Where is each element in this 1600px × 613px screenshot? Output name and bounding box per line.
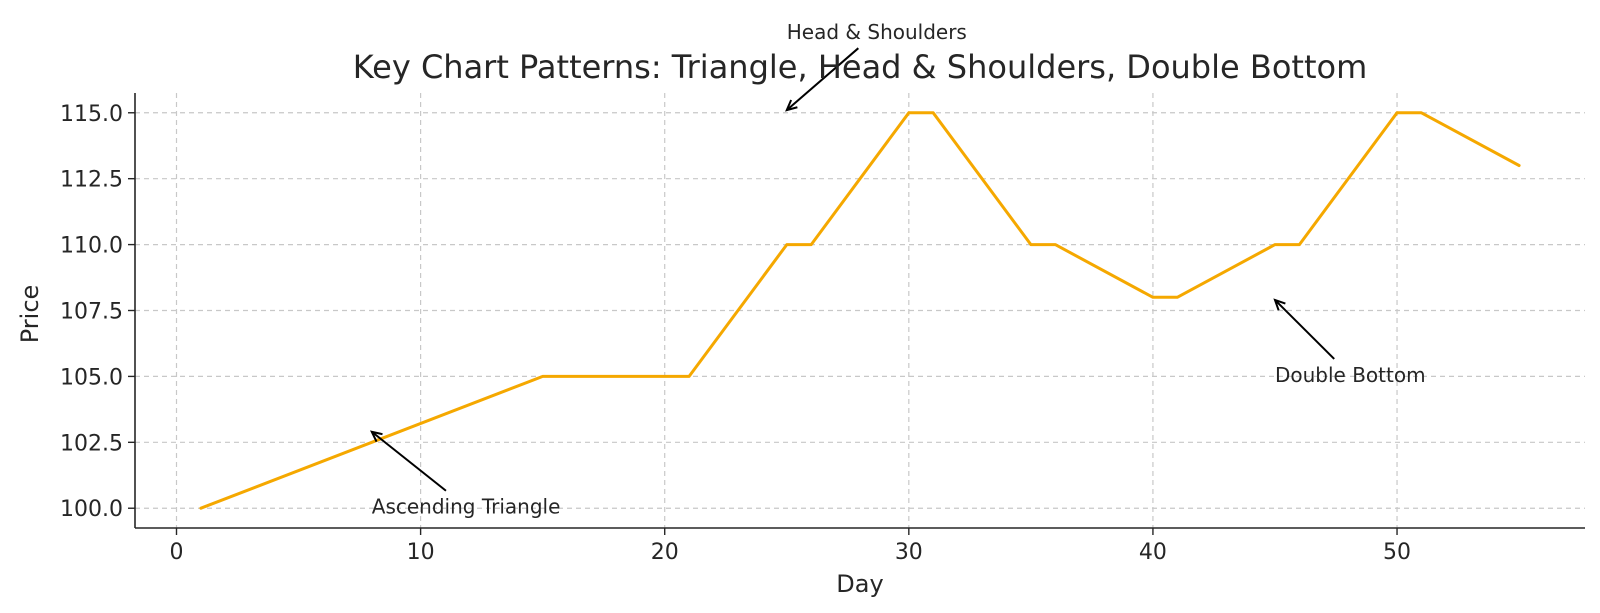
x-tick-label-2: 20 [651,540,679,565]
series-line-0 [199,111,1521,510]
annotation-arrowhead-1 [785,99,798,112]
y-tick-label-5: 112.5 [60,168,123,193]
y-tick-label-3: 107.5 [60,300,123,325]
annotations: Ascending Triangle Head & Shoulders Double… [369,20,1426,519]
y-tick-label-4: 110.0 [60,234,123,259]
y-tick-label-6: 115.0 [60,102,123,127]
chart-title: Key Chart Patterns: Triangle, Head & Sho… [353,48,1367,86]
series-layer [199,111,1521,510]
x-tick-label-0: 0 [169,540,183,565]
annotation-arrow-2 [1274,299,1335,360]
x-tick-label-1: 10 [407,540,435,565]
annotation-arrow-0 [371,430,447,492]
x-tick-label-3: 30 [895,540,923,565]
grid [135,93,1585,528]
annotation-arrowhead-2 [1273,298,1286,311]
annotation-arrow-1 [786,47,859,111]
y-tick-label-1: 102.5 [60,431,123,456]
y-tick-label-2: 105.0 [60,365,123,390]
x-tick-label-4: 40 [1139,540,1167,565]
y-axis-label: Price [16,285,44,344]
x-tick-label-5: 50 [1383,540,1411,565]
annotation-arrowhead-0 [369,430,383,443]
annotation-text-0: Ascending Triangle [372,495,561,519]
y-tick-label-0: 100.0 [60,497,123,522]
annotation-text-2: Double Bottom [1275,363,1426,387]
axis-ticks: 0 10 20 30 40 50 100.0 102.5 105.0 107.5 110.0 112.… [60,102,1411,565]
x-axis-label: Day [836,570,883,598]
annotation-text-1: Head & Shoulders [787,20,967,44]
